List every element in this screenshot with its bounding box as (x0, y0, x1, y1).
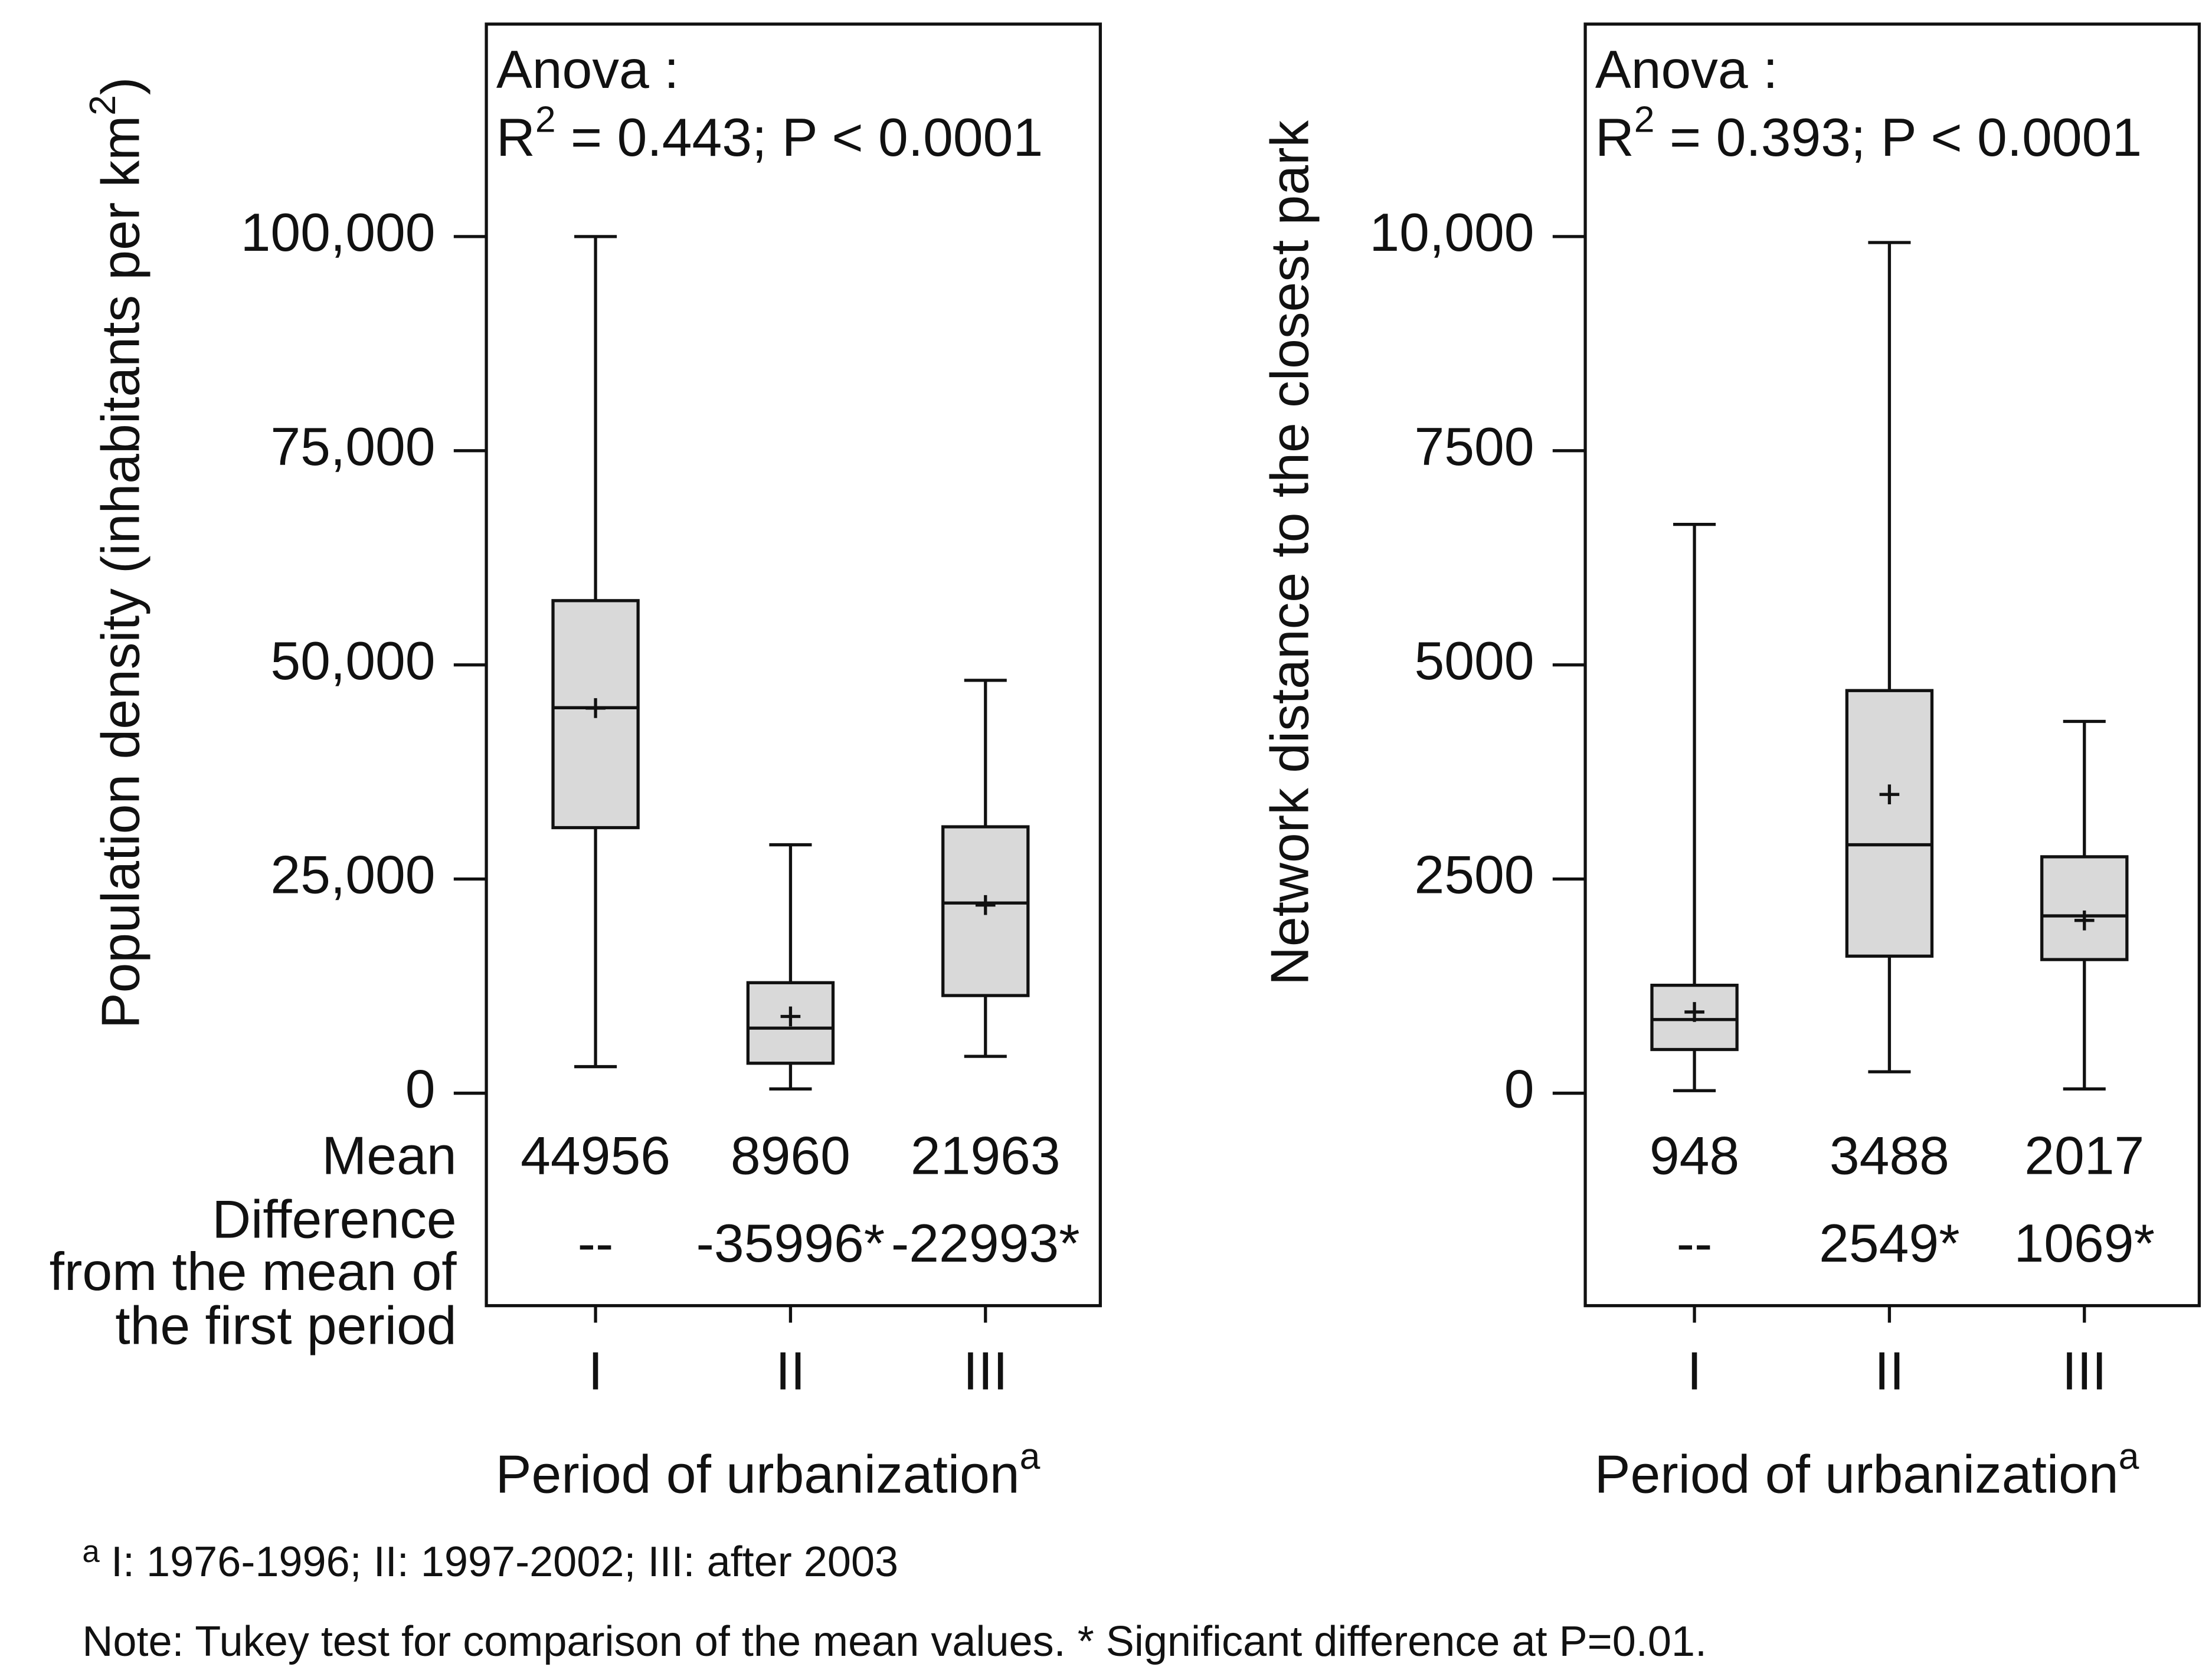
y-tick-label: 75,000 (270, 417, 435, 477)
anova-stat-sup: 2 (535, 99, 556, 140)
y-axis-label: Population density (inhabitants per km2) (81, 77, 150, 1029)
mean-value: 948 (1650, 1125, 1739, 1186)
box (2040, 855, 2129, 961)
x-axis-label: Period of urbanizationa (496, 1436, 1040, 1505)
y-tick-label: 2500 (1414, 845, 1534, 905)
row-label: from the mean of (50, 1242, 457, 1302)
anova-title: Anova : (1595, 40, 1778, 100)
difference-value: -- (578, 1213, 614, 1273)
anova-stat-text: = 0.443; P < 0.0001 (556, 107, 1043, 168)
y-tick-label: 50,000 (270, 631, 435, 691)
x-axis-label-text: Period of urbanization (496, 1445, 1020, 1505)
footnote-marker: a (82, 1534, 100, 1569)
mean-marker (585, 698, 606, 718)
mean-marker (1879, 784, 1900, 805)
y-tick-label: 100,000 (241, 202, 436, 263)
mean-value: 21963 (911, 1125, 1061, 1186)
plot-frame (1583, 22, 2201, 1308)
difference-value: -22993* (891, 1213, 1080, 1273)
x-tick-label: II (1874, 1341, 1905, 1401)
mean-value: 8960 (731, 1125, 850, 1186)
y-axis-label-text: Population density (inhabitants per km (91, 116, 151, 1029)
footnote-note: Note: Tukey test for comparison of the m… (82, 1618, 1707, 1665)
difference-value: 1069* (2014, 1213, 2155, 1273)
y-tick-label: 0 (405, 1059, 436, 1119)
mean-value: 2017 (2024, 1125, 2144, 1186)
anova-stat-base: R (1595, 107, 1634, 168)
row-label: Difference (212, 1189, 456, 1249)
mean-value: 44956 (521, 1125, 670, 1186)
x-tick-label: I (588, 1341, 603, 1401)
difference-value: 2549* (1819, 1213, 1960, 1273)
anova-stat-sup: 2 (1634, 99, 1655, 140)
x-axis-label-sup: a (2119, 1436, 2139, 1477)
y-axis-label: Network distance to the closest park (1260, 120, 1320, 985)
anova-stat-text: = 0.393; P < 0.0001 (1655, 107, 2142, 168)
footnote-text: I: 1976-1996; II: 1997-2002; III: after … (111, 1538, 898, 1586)
difference-value: -- (1677, 1213, 1713, 1273)
x-tick-label: II (775, 1341, 806, 1401)
anova-title: Anova : (496, 40, 679, 100)
row-label: the first period (115, 1296, 456, 1356)
x-tick-label: III (2062, 1341, 2107, 1401)
x-axis-label-sup: a (1020, 1436, 1040, 1477)
mean-marker (780, 1006, 801, 1027)
y-axis-label-text: Network distance to the closest park (1260, 120, 1320, 985)
y-tick-label: 0 (1504, 1059, 1534, 1119)
anova-stat: R2 = 0.443; P < 0.0001 (496, 99, 1043, 168)
mean-value: 3488 (1830, 1125, 1949, 1186)
y-tick-label: 5000 (1414, 631, 1534, 691)
y-axis-label-tail: ) (91, 77, 151, 95)
y-axis-label-sup: 2 (81, 95, 123, 116)
y-tick-label: 7500 (1414, 417, 1534, 477)
mean-marker (2074, 910, 2095, 931)
x-axis-label-text: Period of urbanization (1595, 1445, 2119, 1505)
x-tick-label: I (1687, 1341, 1701, 1401)
box (1845, 689, 1934, 958)
y-tick-label: 25,000 (270, 845, 435, 905)
y-tick-label: 10,000 (1369, 202, 1534, 263)
mean-marker (1684, 1002, 1704, 1022)
anova-stat: R2 = 0.393; P < 0.0001 (1595, 99, 2142, 168)
x-tick-label: III (963, 1341, 1008, 1401)
mean-marker (975, 895, 996, 915)
row-label: Mean (322, 1125, 456, 1186)
x-axis-label: Period of urbanizationa (1595, 1436, 2139, 1505)
difference-value: -35996* (696, 1213, 885, 1273)
anova-stat-base: R (496, 107, 535, 168)
footnote: a I: 1976-1996; II: 1997-2002; III: after… (82, 1534, 898, 1586)
